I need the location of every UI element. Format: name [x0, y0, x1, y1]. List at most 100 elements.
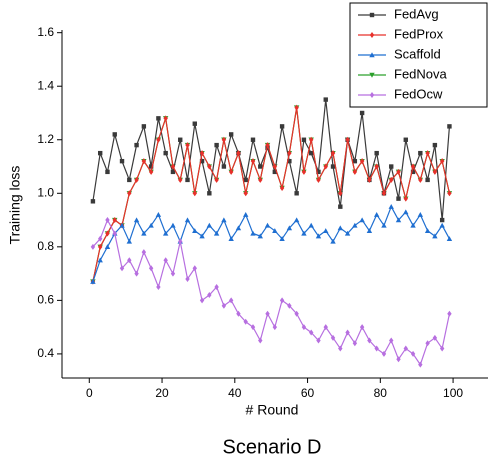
legend-marker [369, 32, 375, 38]
marker [287, 302, 292, 309]
marker [352, 168, 358, 175]
marker [287, 158, 292, 164]
marker [170, 169, 176, 175]
marker [221, 217, 227, 223]
y-tick-label: 0.4 [37, 346, 54, 360]
marker [97, 150, 103, 156]
series-line [92, 107, 451, 282]
marker [178, 238, 183, 245]
marker [352, 340, 358, 347]
marker [90, 278, 96, 284]
marker [345, 329, 350, 336]
marker [279, 236, 285, 241]
marker [345, 136, 350, 143]
marker [192, 121, 197, 126]
marker [257, 233, 263, 239]
marker [127, 257, 132, 264]
marker [250, 137, 256, 142]
x-tick-label: 60 [301, 386, 315, 400]
marker [243, 318, 248, 325]
marker [396, 356, 401, 363]
marker [258, 176, 263, 183]
marker [221, 302, 227, 309]
legend: FedAvg FedProx Scaffold FedNova FedOcw [349, 2, 488, 108]
marker [359, 324, 365, 331]
marker [396, 168, 401, 175]
marker [374, 163, 379, 170]
marker [134, 270, 139, 277]
marker [367, 337, 372, 344]
marker [316, 169, 321, 175]
marker [272, 163, 278, 170]
marker [308, 150, 314, 156]
marker [323, 228, 329, 233]
legend-label: Scaffold [394, 46, 441, 61]
marker [221, 136, 227, 143]
marker [418, 176, 423, 183]
marker [272, 169, 278, 175]
marker [163, 115, 168, 122]
marker [264, 222, 271, 228]
marker [97, 235, 103, 242]
marker [126, 238, 133, 244]
marker [192, 265, 197, 272]
marker [323, 324, 328, 331]
legend-marker [369, 92, 375, 98]
marker [446, 236, 453, 241]
marker [403, 345, 408, 352]
marker [250, 158, 256, 165]
marker [425, 177, 430, 183]
legend-marker [369, 52, 375, 58]
marker [207, 191, 212, 196]
marker [221, 164, 227, 169]
marker [170, 163, 176, 170]
marker [432, 334, 438, 341]
marker [156, 136, 161, 143]
marker [192, 228, 198, 233]
marker [243, 177, 248, 183]
marker [286, 225, 293, 231]
marker [330, 238, 336, 244]
marker [301, 137, 307, 142]
legend-label: FedAvg [394, 6, 439, 21]
marker [199, 150, 205, 157]
marker [367, 176, 372, 183]
marker [308, 329, 314, 336]
marker [97, 257, 103, 263]
marker [206, 222, 213, 228]
legend-marker [369, 12, 375, 18]
marker [170, 270, 176, 277]
series-line [92, 99, 451, 221]
marker [236, 310, 241, 317]
marker [301, 168, 307, 175]
marker [148, 265, 154, 272]
marker [447, 124, 452, 129]
marker [287, 150, 292, 157]
marker [127, 190, 132, 197]
marker [447, 190, 452, 197]
marker [330, 150, 336, 157]
marker [235, 225, 242, 231]
y-tick-label: 1.4 [37, 78, 54, 92]
marker [133, 217, 140, 223]
marker [265, 142, 270, 149]
marker [294, 310, 299, 317]
x-tick-label: 20 [155, 386, 169, 400]
marker [178, 137, 183, 142]
marker [199, 158, 205, 164]
marker [308, 222, 314, 228]
marker [279, 124, 285, 129]
marker [163, 150, 168, 156]
marker [403, 137, 408, 142]
marker [134, 142, 139, 148]
y-tick-label: 0.6 [37, 293, 54, 307]
marker [418, 150, 423, 156]
marker [178, 176, 183, 183]
marker [155, 212, 162, 217]
marker [432, 233, 438, 239]
marker [432, 168, 438, 175]
x-tick-label: 0 [86, 386, 93, 400]
marker [105, 230, 110, 237]
marker [185, 177, 190, 183]
marker [214, 176, 219, 183]
